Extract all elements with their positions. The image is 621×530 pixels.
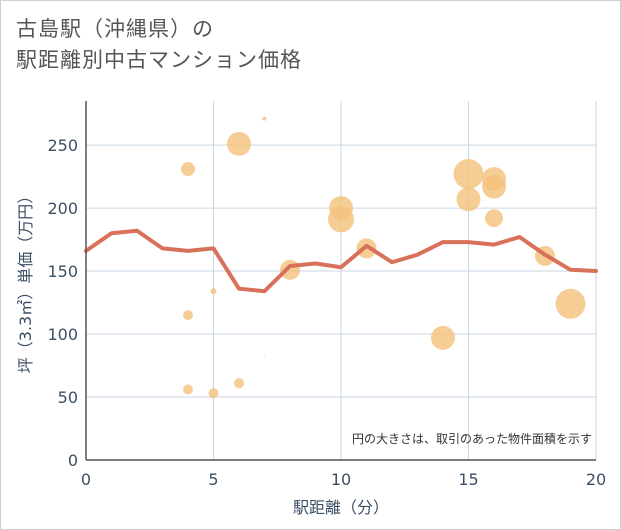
average-line-group [84, 228, 598, 294]
title-line-1: 古島駅（沖縄県）の [16, 17, 214, 41]
bubble-point [183, 310, 193, 321]
x-tick-label: 5 [208, 470, 218, 489]
bubble-point [453, 159, 484, 190]
x-tick-label: 20 [586, 470, 606, 489]
bubble-point [183, 384, 193, 395]
x-tick-label: 15 [458, 470, 478, 489]
bubble-point [555, 288, 586, 319]
bubble-point [431, 325, 455, 350]
x-tick-label: 10 [331, 470, 351, 489]
bubble-point [482, 174, 506, 199]
bubble-point [328, 206, 354, 233]
x-tick-label: 0 [81, 470, 91, 489]
bubble-point [456, 187, 481, 212]
bubbles [181, 116, 586, 399]
bubble-point [210, 288, 217, 295]
size-note: 円の大きさは、取引のあった物件面積を示す [352, 431, 592, 446]
grid [86, 101, 597, 460]
bubble-point [227, 131, 251, 156]
bubble-point [262, 116, 267, 121]
y-axis-label: 坪（3.3㎡）単価（万円） [16, 188, 35, 373]
y-tick-label: 150 [47, 262, 78, 281]
y-tick-label: 250 [47, 136, 78, 155]
x-axis-label: 駅距離（分） [293, 498, 389, 517]
bubble-point [234, 378, 244, 389]
bubble-point [181, 162, 195, 177]
y-tick-label: 200 [47, 199, 78, 218]
y-tick-label: 50 [58, 388, 78, 407]
y-tick-label: 0 [68, 451, 78, 470]
title-line-2: 駅距離別中古マンション価格 [16, 48, 302, 72]
average-price-line [84, 228, 598, 294]
bubble-point [263, 356, 266, 358]
bubble-point [485, 209, 503, 228]
page-title: 古島駅（沖縄県）の 駅距離別中古マンション価格 [16, 14, 302, 76]
bubble-point [280, 259, 300, 280]
axes: 0 50 100 150 200 250 0 5 10 15 20 [47, 101, 606, 489]
bubble-point [208, 388, 219, 399]
y-tick-label: 100 [47, 325, 78, 344]
